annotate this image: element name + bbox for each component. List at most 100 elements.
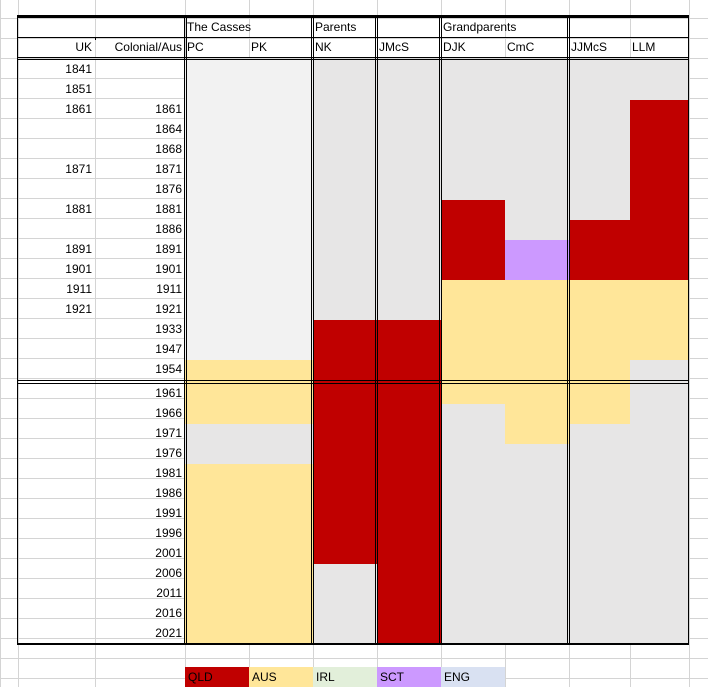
column-header-person[interactable]: JJMcS xyxy=(571,40,607,54)
year-uk[interactable] xyxy=(18,340,95,360)
year-uk[interactable] xyxy=(18,424,95,444)
year-colonial[interactable] xyxy=(95,60,185,80)
year-uk[interactable] xyxy=(18,140,95,160)
year-uk[interactable] xyxy=(18,624,95,644)
residence-cell-jmcs[interactable] xyxy=(377,60,441,320)
residence-cell-pc[interactable] xyxy=(185,60,249,360)
group-header[interactable]: The Casses xyxy=(187,20,252,34)
year-uk[interactable] xyxy=(18,504,95,524)
year-uk[interactable] xyxy=(18,360,95,380)
residence-cell-nk[interactable] xyxy=(313,564,377,644)
year-uk[interactable] xyxy=(18,544,95,564)
residence-cell-pk[interactable] xyxy=(249,360,313,424)
year-colonial[interactable]: 1864 xyxy=(155,122,182,136)
year-colonial[interactable]: 2001 xyxy=(155,546,182,560)
legend-qld[interactable]: QLD xyxy=(185,667,249,687)
residence-cell-jjmcs[interactable] xyxy=(569,220,630,280)
legend-eng[interactable]: ENG xyxy=(441,667,505,687)
year-colonial[interactable]: 1991 xyxy=(155,506,182,520)
residence-cell-jjmcs[interactable] xyxy=(569,60,630,220)
year-colonial[interactable]: 2006 xyxy=(155,566,182,580)
year-colonial[interactable]: 1868 xyxy=(155,142,182,156)
residence-cell-pc[interactable] xyxy=(185,464,249,644)
column-header-person[interactable]: DJK xyxy=(443,40,466,54)
year-colonial[interactable]: 1933 xyxy=(155,322,182,336)
residence-cell-jmcs[interactable] xyxy=(377,320,441,644)
year-uk[interactable]: 1911 xyxy=(66,282,92,296)
year-colonial[interactable]: 1966 xyxy=(155,406,182,420)
residence-cell-nk[interactable] xyxy=(313,60,377,320)
column-header-person[interactable]: CmC xyxy=(507,40,535,54)
legend-irl[interactable]: IRL xyxy=(313,667,377,687)
year-colonial[interactable]: 1911 xyxy=(156,282,182,296)
year-uk[interactable]: 1851 xyxy=(65,82,92,96)
year-colonial[interactable]: 1901 xyxy=(155,262,182,276)
column-header-person[interactable]: NK xyxy=(315,40,332,54)
year-colonial[interactable]: 1881 xyxy=(155,202,182,216)
column-header-person[interactable]: JMcS xyxy=(379,40,409,54)
year-uk[interactable]: 1861 xyxy=(65,102,92,116)
group-header[interactable]: Parents xyxy=(315,20,357,34)
year-colonial[interactable]: 1921 xyxy=(155,302,182,316)
residence-cell-pk[interactable] xyxy=(249,60,313,360)
residence-cell-llm[interactable] xyxy=(630,60,689,100)
residence-cell-llm[interactable] xyxy=(630,280,689,360)
year-colonial[interactable]: 1981 xyxy=(155,466,182,480)
year-colonial[interactable]: 1947 xyxy=(155,342,182,356)
residence-cell-pk[interactable] xyxy=(249,464,313,644)
residence-cell-jjmcs[interactable] xyxy=(569,280,630,424)
year-uk[interactable]: 1891 xyxy=(65,242,92,256)
year-uk[interactable] xyxy=(18,604,95,624)
year-colonial[interactable]: 1876 xyxy=(155,182,182,196)
year-uk[interactable] xyxy=(18,524,95,544)
year-uk[interactable]: 1901 xyxy=(65,262,92,276)
year-colonial[interactable]: 1996 xyxy=(155,526,182,540)
year-uk[interactable] xyxy=(18,484,95,504)
column-header-person[interactable]: PC xyxy=(187,40,204,54)
residence-cell-pc[interactable] xyxy=(185,360,249,424)
year-colonial[interactable]: 1961 xyxy=(155,386,182,400)
year-uk[interactable] xyxy=(18,180,95,200)
year-uk[interactable]: 1841 xyxy=(65,62,92,76)
year-colonial[interactable]: 1886 xyxy=(155,222,182,236)
year-uk[interactable]: 1881 xyxy=(65,202,92,216)
year-colonial[interactable]: 1954 xyxy=(155,362,182,376)
residence-cell-llm[interactable] xyxy=(630,100,689,280)
year-uk[interactable] xyxy=(18,120,95,140)
year-colonial[interactable]: 1861 xyxy=(155,102,182,116)
year-uk[interactable]: 1921 xyxy=(65,302,92,316)
year-colonial[interactable] xyxy=(95,80,185,100)
year-uk[interactable] xyxy=(18,564,95,584)
residence-cell-djk[interactable] xyxy=(441,280,505,404)
column-header-uk[interactable]: UK xyxy=(75,40,92,54)
residence-cell-pk[interactable] xyxy=(249,424,313,464)
year-colonial[interactable]: 1971 xyxy=(155,426,182,440)
residence-cell-nk[interactable] xyxy=(313,320,377,564)
residence-cell-djk[interactable] xyxy=(441,60,505,200)
group-header[interactable]: Grandparents xyxy=(443,20,517,34)
residence-cell-djk[interactable] xyxy=(441,200,505,280)
year-uk[interactable] xyxy=(18,444,95,464)
year-colonial[interactable]: 1976 xyxy=(155,446,182,460)
residence-cell-cmc[interactable] xyxy=(505,60,569,240)
residence-cell-cmc[interactable] xyxy=(505,444,569,644)
year-colonial[interactable]: 1986 xyxy=(155,486,182,500)
year-uk[interactable] xyxy=(18,320,95,340)
residence-cell-cmc[interactable] xyxy=(505,240,569,280)
year-uk[interactable] xyxy=(18,404,95,424)
year-uk[interactable] xyxy=(18,584,95,604)
residence-cell-llm[interactable] xyxy=(630,360,689,644)
year-uk[interactable] xyxy=(18,384,95,404)
year-colonial[interactable]: 2016 xyxy=(155,606,182,620)
year-uk[interactable] xyxy=(18,220,95,240)
year-colonial[interactable]: 1871 xyxy=(155,162,182,176)
year-colonial[interactable]: 2011 xyxy=(156,586,182,600)
residence-cell-pc[interactable] xyxy=(185,424,249,464)
year-uk[interactable] xyxy=(18,464,95,484)
year-colonial[interactable]: 2021 xyxy=(155,626,182,640)
legend-sct[interactable]: SCT xyxy=(377,667,441,687)
year-uk[interactable]: 1871 xyxy=(65,162,92,176)
residence-cell-djk[interactable] xyxy=(441,404,505,644)
column-header-person[interactable]: PK xyxy=(251,40,268,54)
residence-cell-jjmcs[interactable] xyxy=(569,424,630,644)
